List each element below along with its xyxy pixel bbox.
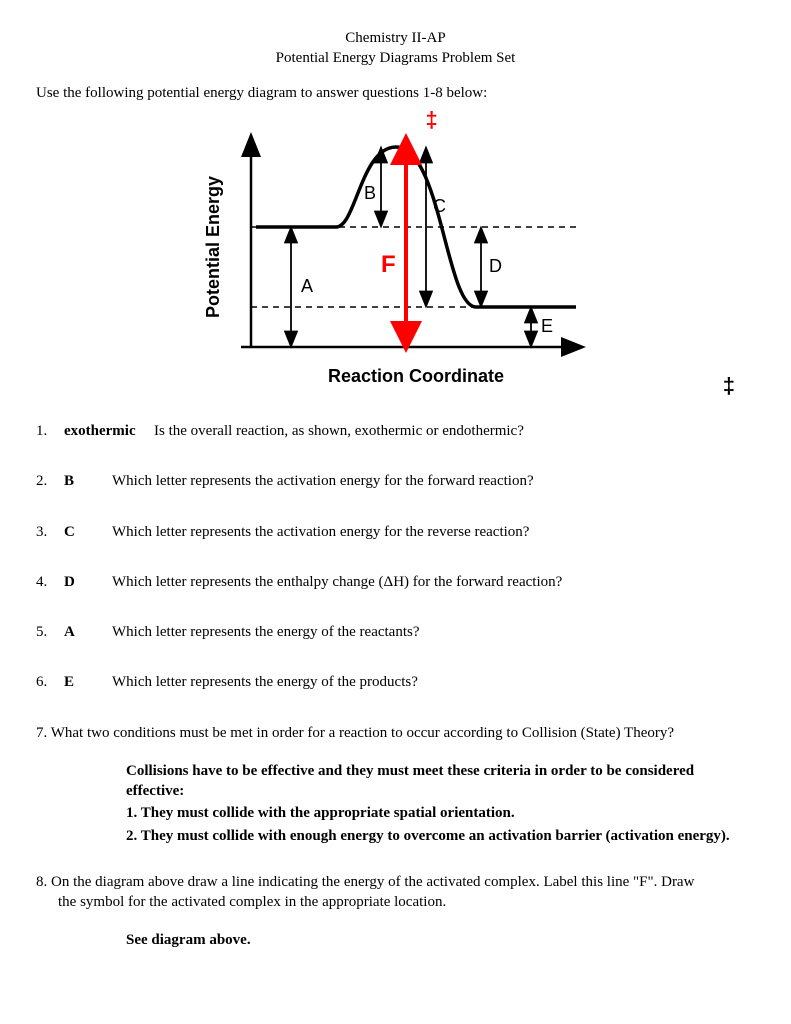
question-row: 2.BWhich letter represents the activatio…	[36, 471, 755, 491]
double-dagger-red-icon: ‡	[426, 105, 438, 135]
question-number: 2.	[36, 471, 64, 491]
q7-text: 7. What two conditions must be met in or…	[36, 725, 674, 741]
question-row: 5.AWhich letter represents the energy of…	[36, 622, 755, 642]
question-number: 5.	[36, 622, 64, 642]
question-row: 1.exothermicIs the overall reaction, as …	[36, 421, 755, 441]
question-number: 4.	[36, 572, 64, 592]
label-B: B	[364, 183, 376, 203]
double-dagger-black-icon: ‡	[723, 371, 735, 401]
energy-diagram: ‡ ‡ Potential Energy Reaction Coordinate	[36, 107, 755, 403]
question-text: Which letter represents the activation e…	[112, 522, 755, 542]
q8-line-1: 8. On the diagram above draw a line indi…	[36, 872, 755, 892]
question-answer: exothermic	[64, 421, 154, 441]
label-A: A	[301, 276, 313, 296]
question-answer: D	[64, 572, 112, 592]
energy-diagram-svg: Potential Energy Reaction Coordinate A B…	[181, 107, 611, 397]
q7-answer-line-2: 1. They must collide with the appropriat…	[126, 803, 755, 823]
question-answer: B	[64, 471, 112, 491]
question-answer: C	[64, 522, 112, 542]
q7-answer-block: Collisions have to be effective and they…	[126, 761, 755, 846]
q8-line-2: the symbol for the activated complex in …	[58, 892, 755, 912]
y-axis-label: Potential Energy	[203, 176, 223, 318]
instruction-text: Use the following potential energy diagr…	[36, 83, 755, 103]
question-number: 6.	[36, 672, 64, 692]
question-answer: E	[64, 672, 112, 692]
question-number: 1.	[36, 421, 64, 441]
question-7: 7. What two conditions must be met in or…	[36, 723, 755, 743]
label-F: F	[381, 251, 396, 278]
q7-answer-line-1: Collisions have to be effective and they…	[126, 761, 755, 802]
question-8: 8. On the diagram above draw a line indi…	[36, 872, 755, 913]
question-text: Which letter represents the enthalpy cha…	[112, 572, 755, 592]
question-text: Is the overall reaction, as shown, exoth…	[154, 421, 755, 441]
header-line-2: Potential Energy Diagrams Problem Set	[36, 48, 755, 68]
question-number: 3.	[36, 522, 64, 542]
question-text: Which letter represents the energy of th…	[112, 672, 755, 692]
question-answer: A	[64, 622, 112, 642]
label-C: C	[433, 196, 446, 216]
question-text: Which letter represents the energy of th…	[112, 622, 755, 642]
label-E: E	[541, 316, 553, 336]
header-line-1: Chemistry II-AP	[36, 28, 755, 48]
label-D: D	[489, 256, 502, 276]
question-row: 4.DWhich letter represents the enthalpy …	[36, 572, 755, 592]
question-list: 1.exothermicIs the overall reaction, as …	[36, 421, 755, 693]
question-row: 6.EWhich letter represents the energy of…	[36, 672, 755, 692]
question-row: 3.CWhich letter represents the activatio…	[36, 522, 755, 542]
q7-answer-line-3: 2. They must collide with enough energy …	[126, 826, 755, 846]
question-text: Which letter represents the activation e…	[112, 471, 755, 491]
page-header: Chemistry II-AP Potential Energy Diagram…	[36, 28, 755, 69]
q8-answer: See diagram above.	[126, 930, 755, 950]
x-axis-label: Reaction Coordinate	[327, 366, 503, 386]
